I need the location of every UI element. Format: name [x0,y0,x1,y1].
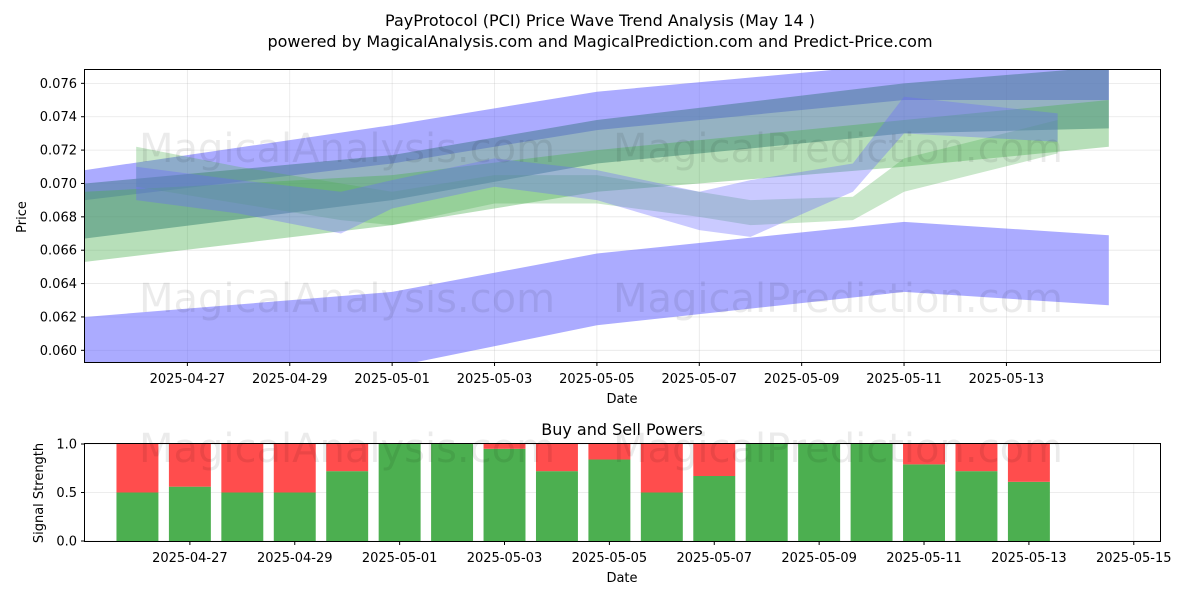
x-tick-label: 2025-04-29 [257,551,333,566]
x-tick-label: 2025-05-09 [781,551,857,566]
buy-bar [955,471,998,541]
sell-bar [483,444,526,449]
y-tick-label: 0.076 [40,77,77,92]
buy-bar [798,444,841,541]
wave-band-green [136,120,1058,226]
y-tick-label: 1.0 [56,438,77,453]
signal-chart-ylabel: Signal Strength [32,443,47,543]
x-tick-label: 2025-05-13 [969,372,1045,387]
buy-bar [640,492,683,541]
y-tick-label: 0.072 [40,144,77,159]
x-tick-label: 2025-05-07 [662,372,738,387]
price-chart-xlabel: Date [606,392,637,407]
x-tick-label: 2025-05-15 [1096,551,1172,566]
price-chart-frame [84,69,1161,363]
buy-bar [378,444,421,541]
signal-chart-axes: 2025-04-27 2025-04-29 2025-05-01 2025-05-03… [56,438,1171,567]
x-tick-label: 2025-05-11 [886,551,962,566]
watermark-text: MagicalPrediction.com [613,426,1063,472]
wave-band-blue [85,221,1109,362]
signal-chart: Buy and Sell Powers MagicalAnalysis.com … [32,420,1172,586]
signal-chart-title: Buy and Sell Powers [541,420,703,439]
price-chart-bands [85,70,1109,362]
signal-chart-frame [84,443,1161,542]
buy-bar [116,492,159,541]
band-group [85,70,1109,362]
wave-band-green [85,100,1109,262]
watermark-text: MagicalPrediction.com [613,276,1063,322]
x-tick-label: 2025-05-01 [354,372,430,387]
buy-bar [850,444,893,541]
x-tick-label: 2025-05-11 [866,372,942,387]
price-chart: MagicalAnalysis.com MagicalPrediction.co… [15,69,1161,407]
signal-chart-watermarks: MagicalAnalysis.com MagicalPrediction.co… [139,426,1063,472]
x-tick-label: 2025-04-27 [152,551,228,566]
wave-band-slate [85,70,1109,239]
sell-bar [955,444,998,472]
x-tick-label: 2025-05-03 [457,372,533,387]
signal-chart-bars [116,444,1050,541]
sell-bar [1007,444,1050,482]
buy-bar [483,448,526,541]
y-tick-label: 0.070 [40,177,77,192]
x-tick-label: 2025-05-05 [559,372,635,387]
sell-bar [273,444,316,493]
sell-bar [535,444,578,472]
x-tick-label: 2025-05-03 [467,551,543,566]
price-chart-ylabel: Price [15,201,30,233]
page-title: PayProtocol (PCI) Price Wave Trend Analy… [385,11,815,30]
watermark-text: MagicalAnalysis.com [139,426,555,472]
sell-bar [693,444,736,477]
watermark-text: MagicalAnalysis.com [139,276,555,322]
buy-bar [903,464,945,541]
sell-bar [588,444,631,460]
x-tick-label: 2025-05-05 [572,551,648,566]
y-tick-label: 0.074 [40,110,77,125]
y-tick-label: 0.060 [40,344,77,359]
x-tick-label: 2025-04-29 [252,372,328,387]
y-tick-label: 0.068 [40,210,77,225]
sell-bar [903,444,945,465]
buy-bar [431,444,474,541]
buy-bar [588,459,631,541]
y-tick-label: 0.062 [40,310,77,325]
wave-band-blue [136,96,1058,237]
buy-bar [1007,481,1050,541]
watermark-text: MagicalAnalysis.com [139,126,555,172]
sell-bar [326,444,369,472]
buy-bar [326,471,369,541]
buy-bar [221,492,264,541]
y-tick-label: 0.0 [56,535,77,550]
x-tick-label: 2025-05-13 [991,551,1067,566]
price-chart-axes: 2025-04-27 2025-04-29 2025-05-01 2025-05-03… [40,77,1044,387]
buy-bar [693,476,736,541]
sell-bar [168,444,211,487]
y-tick-label: 0.5 [56,486,77,501]
buy-bar [535,471,578,541]
buy-bar [745,444,788,541]
watermark-text: MagicalPrediction.com [613,126,1063,172]
signal-chart-xlabel: Date [606,571,637,586]
buy-bar [168,486,211,541]
sell-bar [221,444,264,493]
x-tick-label: 2025-04-27 [150,372,226,387]
x-tick-label: 2025-05-01 [362,551,438,566]
y-tick-label: 0.066 [40,244,77,259]
sell-bar [116,444,159,493]
page-subtitle: powered by MagicalAnalysis.com and Magic… [267,32,932,51]
x-tick-label: 2025-05-07 [676,551,752,566]
x-tick-label: 2025-05-09 [764,372,840,387]
price-chart-watermarks: MagicalAnalysis.com MagicalPrediction.co… [139,126,1063,322]
sell-bar [640,444,683,493]
buy-bar [273,492,316,541]
y-tick-label: 0.064 [40,277,77,292]
